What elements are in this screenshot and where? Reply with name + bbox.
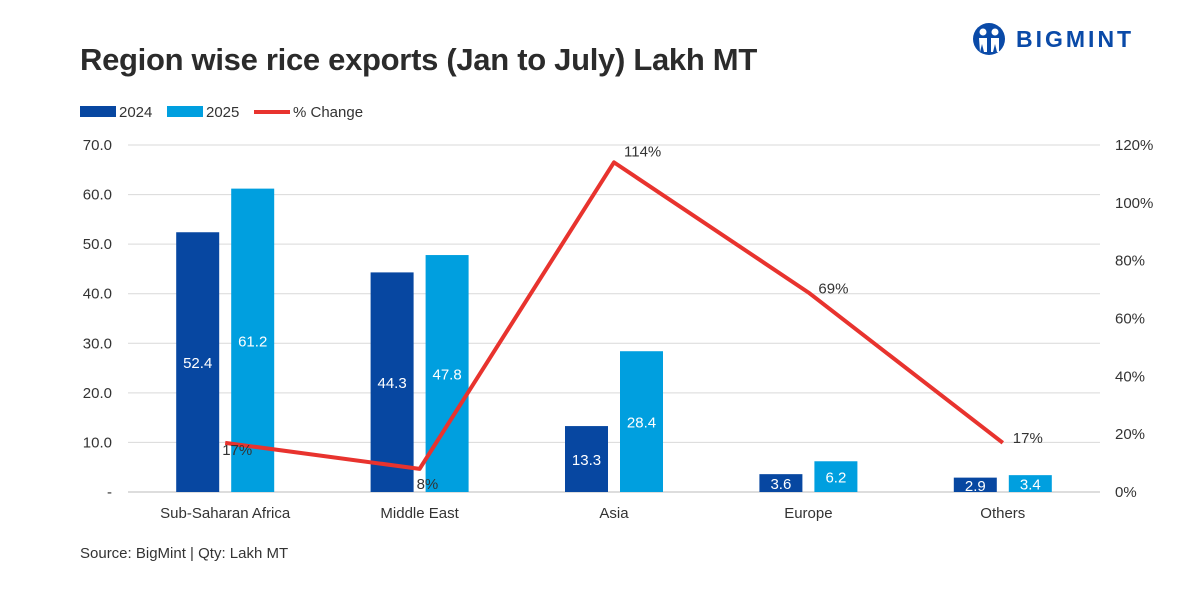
source-note: Source: BigMint | Qty: Lakh MT	[80, 545, 289, 562]
bar-2024	[370, 272, 414, 492]
legend-label: 2025	[206, 104, 239, 121]
line-change	[224, 160, 1005, 471]
y-left-tick: 50.0	[83, 236, 112, 253]
data-label: 44.3	[377, 375, 406, 392]
data-label: 61.2	[238, 333, 267, 350]
y-right-tick: 40%	[1115, 368, 1145, 385]
bigmint-logo: BIGMINT	[972, 22, 1134, 56]
y-left-tick: 70.0	[83, 137, 112, 154]
logo-icon	[973, 23, 1005, 55]
y-left-tick: 40.0	[83, 286, 112, 303]
x-tick: Sub-Saharan Africa	[160, 505, 291, 522]
bar-2024	[565, 426, 608, 492]
y-right-tick: 120%	[1115, 137, 1153, 154]
data-label: 13.3	[572, 452, 601, 469]
bar-2025	[1008, 475, 1052, 492]
y-right-tick: 100%	[1115, 195, 1153, 212]
x-tick: Others	[980, 505, 1025, 522]
chart-title: Region wise rice exports (Jan to July) L…	[80, 42, 757, 77]
bar-2024	[176, 232, 220, 492]
data-label: 28.4	[627, 415, 656, 432]
x-tick: Middle East	[380, 505, 459, 522]
y-left-tick: 30.0	[83, 335, 112, 352]
y-left-tick: 20.0	[83, 385, 112, 402]
legend-swatch	[167, 106, 203, 117]
y-right-tick: 0%	[1115, 484, 1137, 501]
y-right-tick: 20%	[1115, 426, 1145, 443]
bar-2025	[231, 188, 275, 492]
y-left-tick: 10.0	[83, 434, 112, 451]
x-tick: Asia	[599, 505, 629, 522]
line-label: 69%	[818, 280, 848, 297]
legend-label: % Change	[293, 104, 363, 121]
bar-2025	[620, 351, 663, 492]
legend-swatch	[80, 106, 116, 117]
x-tick: Europe	[784, 505, 832, 522]
y-right-tick: 60%	[1115, 311, 1145, 328]
data-label: 2.9	[965, 478, 986, 495]
line-label: 8%	[417, 476, 439, 493]
bar-2025	[814, 461, 858, 492]
legend-label: 2024	[119, 104, 152, 121]
line-label: 17%	[222, 442, 252, 459]
y-right-tick: 80%	[1115, 253, 1145, 270]
line-label: 114%	[624, 143, 661, 160]
data-label: 52.4	[183, 355, 212, 372]
data-label: 3.6	[770, 476, 791, 493]
data-label: 3.4	[1020, 477, 1041, 494]
logo-text: BIGMINT	[1016, 25, 1135, 52]
data-label: 47.8	[432, 367, 461, 384]
bar-2024	[953, 477, 997, 492]
y-left-tick: 60.0	[83, 187, 112, 204]
line-label: 17%	[1013, 430, 1043, 447]
bar-2024	[759, 474, 803, 492]
data-label: 6.2	[825, 470, 846, 487]
y-left-tick: -	[107, 484, 112, 501]
bar-2025	[425, 255, 469, 492]
